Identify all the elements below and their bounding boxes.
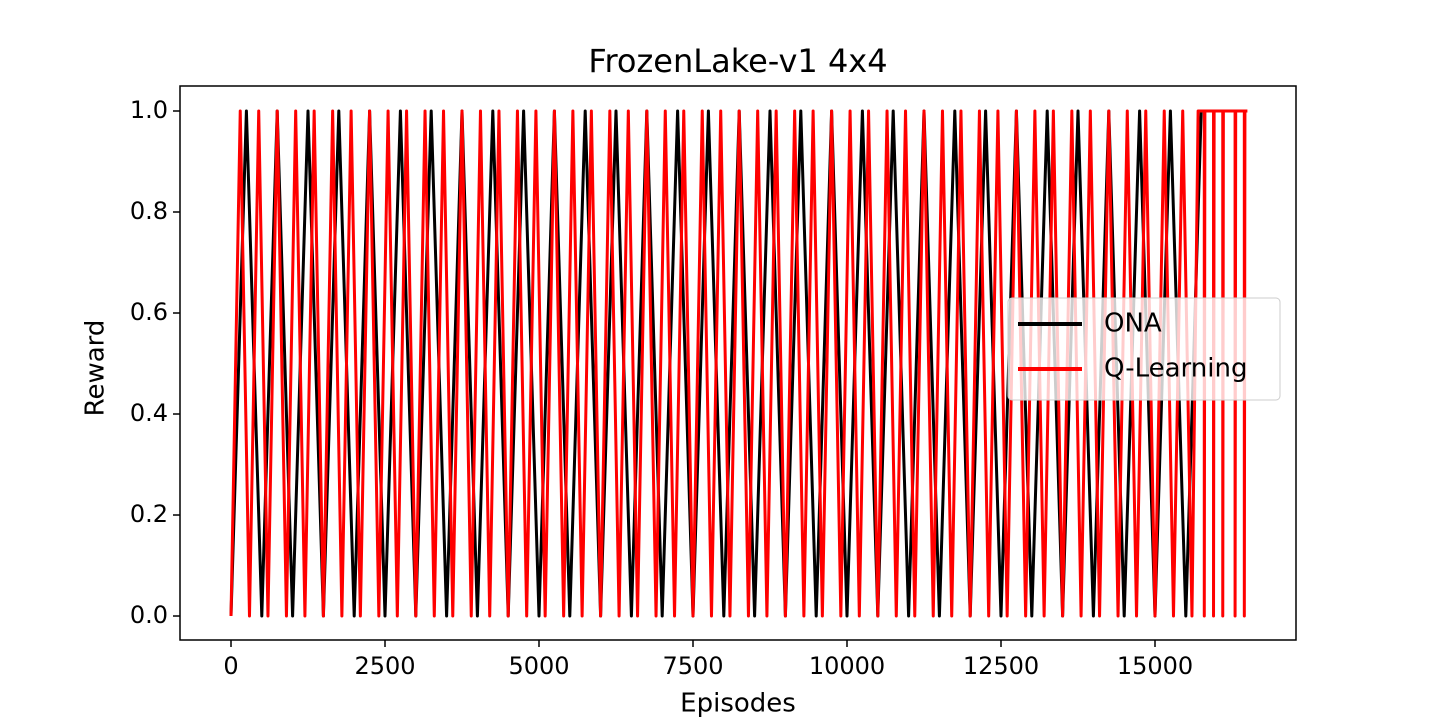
y-tick-label: 0.6 bbox=[130, 298, 168, 326]
y-tick-label: 0.8 bbox=[130, 197, 168, 225]
legend: ONA Q-Learning bbox=[1007, 297, 1281, 401]
y-tick-label: 0.0 bbox=[130, 601, 168, 629]
y-tick-label: 0.4 bbox=[130, 399, 168, 427]
x-tick-label: 7500 bbox=[662, 652, 723, 680]
series-line bbox=[229, 109, 1248, 618]
x-tick-label: 0 bbox=[223, 652, 238, 680]
legend-label: ONA bbox=[1104, 309, 1162, 339]
y-tick-label: 0.2 bbox=[130, 500, 168, 528]
y-tick-label: 1.0 bbox=[130, 96, 168, 124]
chart-title: FrozenLake-v1 4x4 bbox=[588, 42, 887, 80]
x-tick-label: 12500 bbox=[963, 652, 1039, 680]
x-tick-label: 5000 bbox=[508, 652, 569, 680]
x-tick-label: 15000 bbox=[1117, 652, 1193, 680]
axes-frame bbox=[179, 85, 1297, 641]
x-tick-label: 10000 bbox=[809, 652, 885, 680]
y-axis-label: Reward bbox=[81, 320, 111, 417]
x-axis-label: Episodes bbox=[680, 689, 796, 719]
legend-label: Q-Learning bbox=[1104, 354, 1247, 384]
x-tick-label: 2500 bbox=[354, 652, 415, 680]
